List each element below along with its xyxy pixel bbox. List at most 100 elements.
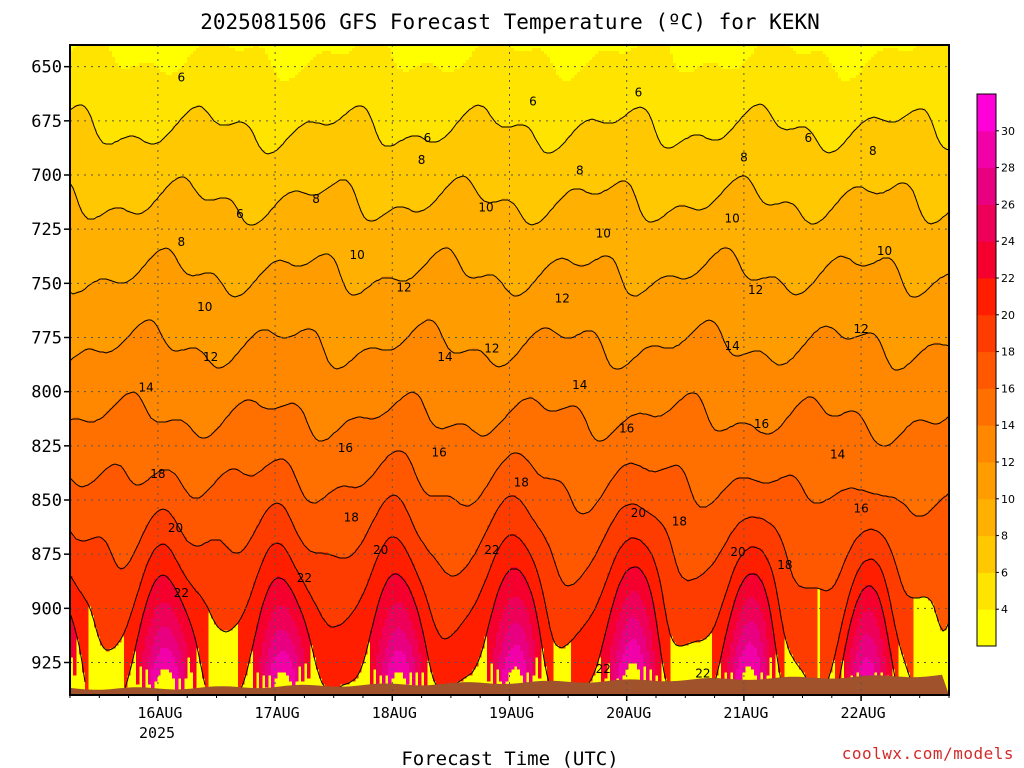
band-cell [313,504,317,553]
band-cell [208,489,212,541]
band-cell [250,591,254,652]
band-cell [310,501,314,553]
band-cell [691,579,695,643]
band-cell [280,579,284,607]
band-cell [313,195,317,259]
band-cell [844,45,848,82]
band-cell [493,648,497,685]
band-cell [511,126,515,202]
band-cell [832,330,836,418]
band-cell [496,510,500,550]
band-cell [622,654,626,676]
band-cell [277,606,281,631]
band-cell [715,252,719,325]
band-cell [316,45,320,55]
contour-label: 8 [869,144,877,158]
band-cell [931,345,935,424]
band-cell [157,576,161,607]
band-cell [238,294,242,352]
band-cell [778,426,782,478]
colorbar-label: 22 [1001,272,1015,285]
band-cell [238,621,242,694]
band-cell [136,66,140,139]
colorbar-swatch [977,462,996,500]
band-cell [655,417,659,472]
band-cell [163,189,167,250]
band-cell [739,477,743,523]
band-cell [637,45,641,109]
band-cell [697,210,701,271]
band-cell [250,285,254,337]
band-cell [856,651,860,673]
band-cell [490,201,494,277]
band-cell [388,147,392,211]
band-cell [382,588,386,628]
band-cell [349,45,353,52]
band-cell [337,54,341,121]
band-cell [145,564,149,604]
band-cell [400,45,404,70]
band-cell [220,366,224,424]
band-cell [196,435,200,499]
band-cell [607,573,611,622]
band-cell [784,45,788,130]
band-cell [313,45,317,58]
band-cell [343,114,347,181]
band-cell [619,117,623,181]
band-cell [769,432,773,484]
band-cell [103,471,107,541]
band-cell [499,45,503,127]
band-cell [712,201,716,256]
band-cell [184,489,188,538]
band-cell [772,204,776,277]
band-cell [85,420,89,487]
band-cell [580,627,584,691]
band-cell [694,273,698,331]
band-cell [469,429,473,505]
band-cell [871,57,875,118]
band-cell [763,483,767,520]
contour-label: 16 [754,417,769,431]
band-cell [712,63,716,142]
band-cell [505,288,509,364]
contour-label: 12 [555,292,570,306]
band-cell [421,402,425,490]
band-cell [178,420,182,481]
band-cell [304,330,308,418]
band-cell [718,195,722,250]
band-cell [568,192,572,262]
band-cell [379,639,383,676]
band-cell [808,498,812,589]
band-cell [787,129,791,202]
band-cell [274,633,278,658]
band-cell [79,45,83,106]
band-cell [574,336,578,406]
band-cell [739,423,743,478]
band-cell [295,45,299,76]
band-cell [613,261,617,370]
band-cell [613,558,617,598]
band-cell [100,474,104,538]
band-cell [283,651,287,673]
band-cell [535,471,539,526]
band-cell [484,354,488,436]
band-cell [277,576,281,607]
contour-label: 8 [576,164,584,178]
band-cell [76,201,80,292]
band-cell [754,480,758,517]
band-cell [337,429,341,487]
band-cell [469,561,473,613]
band-cell [319,441,323,502]
band-cell [259,330,263,406]
band-cell [313,330,317,439]
band-cell [580,45,584,70]
band-cell [751,573,755,598]
band-cell [373,45,377,127]
band-cell [439,567,443,637]
band-cell [490,564,494,616]
band-cell [328,624,332,691]
band-cell [559,147,563,199]
band-cell [889,45,893,49]
band-cell [439,249,443,334]
band-cell [760,483,764,520]
